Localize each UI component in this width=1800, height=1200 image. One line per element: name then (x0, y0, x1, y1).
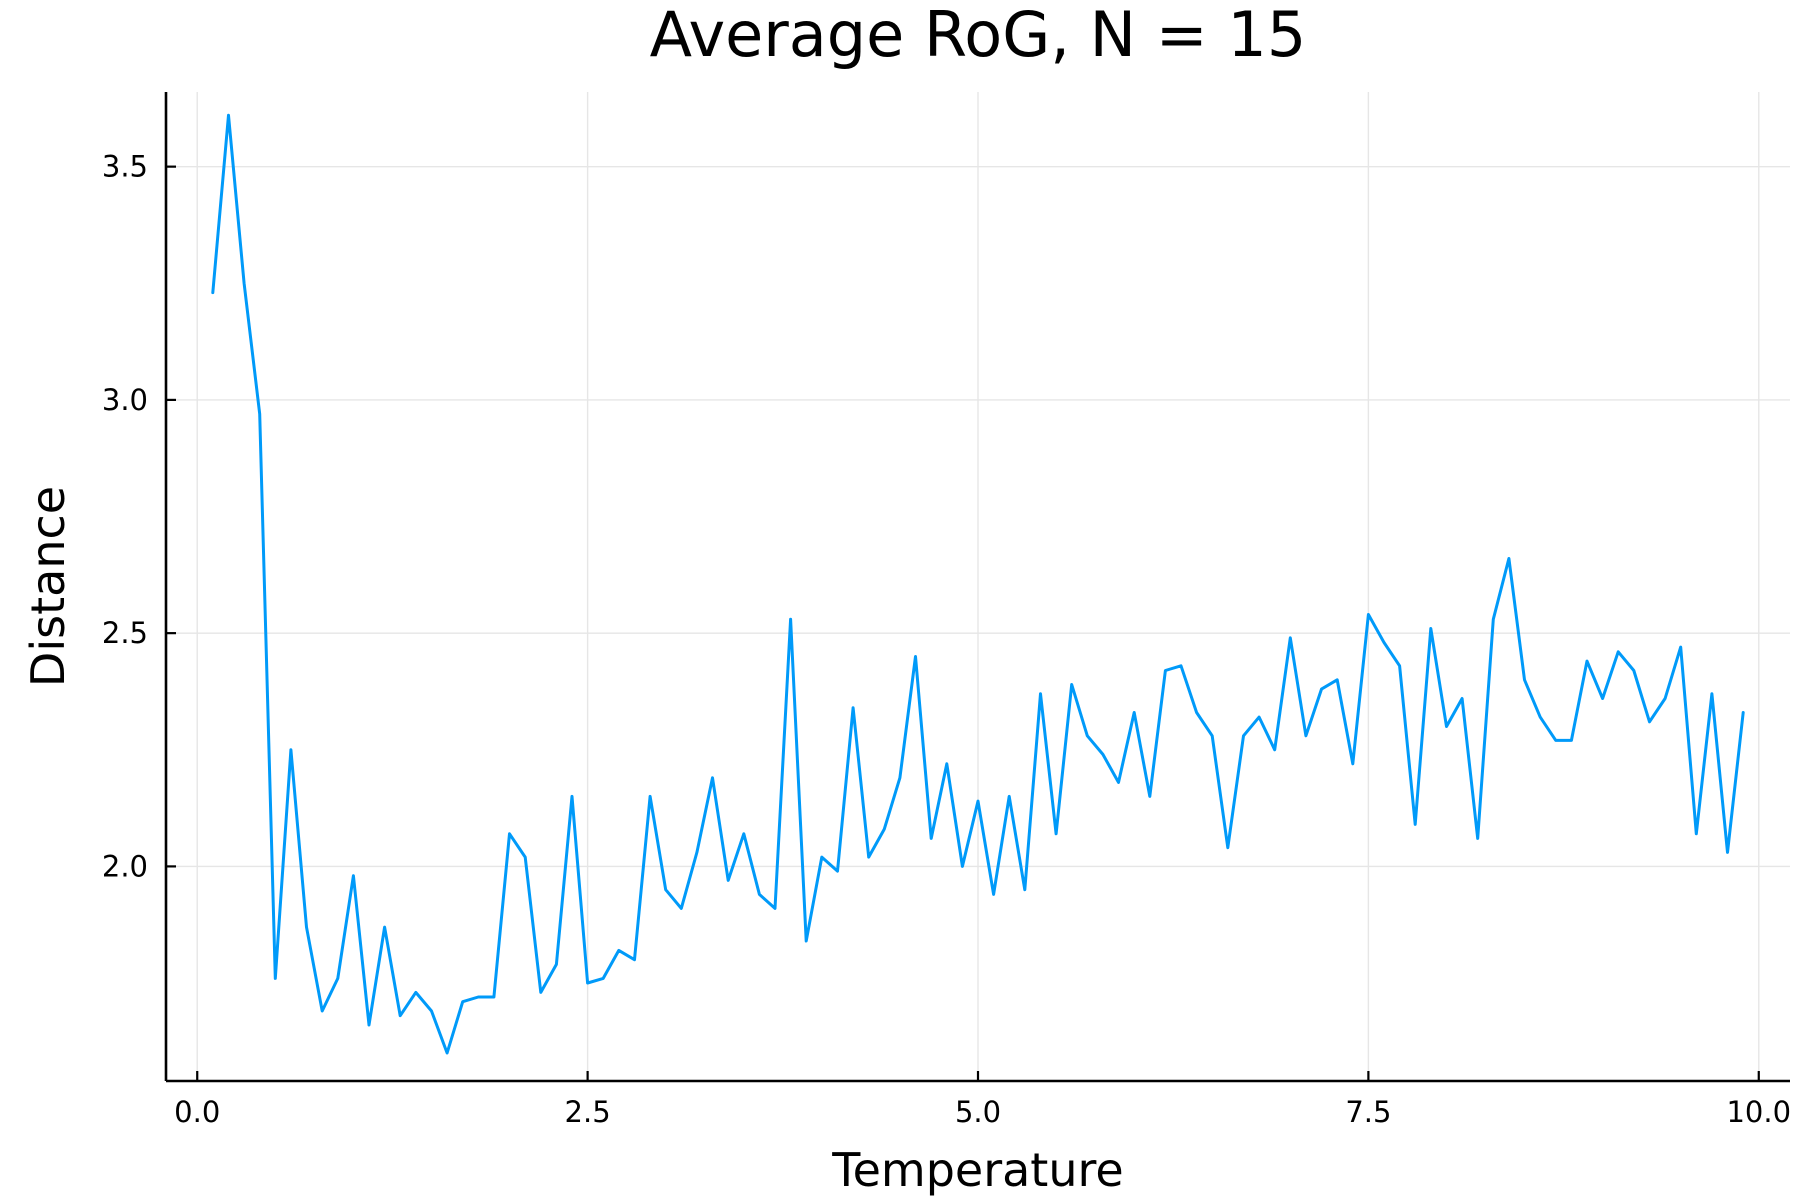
y-tick-label: 3.0 (102, 383, 148, 417)
grid (166, 92, 1790, 1081)
chart-title: Average RoG, N = 15 (650, 0, 1307, 71)
x-tick-label: 10.0 (1726, 1095, 1791, 1129)
y-tick-label: 2.0 (102, 849, 148, 883)
series-layer (211, 113, 1745, 1055)
y-tick-label: 3.5 (102, 150, 148, 184)
ticks: 0.0 2.5 5.0 7.5 10.0 2.0 2.5 3.0 3.5 (102, 150, 1791, 1129)
series-line (211, 113, 1745, 1055)
x-tick-label: 7.5 (1345, 1095, 1391, 1129)
y-tick-label: 2.5 (102, 616, 148, 650)
y-axis-title: Distance (21, 486, 75, 687)
x-axis-title: Temperature (831, 1143, 1123, 1197)
x-tick-label: 5.0 (955, 1095, 1001, 1129)
x-tick-label: 2.5 (565, 1095, 611, 1129)
x-tick-label: 0.0 (174, 1095, 220, 1129)
